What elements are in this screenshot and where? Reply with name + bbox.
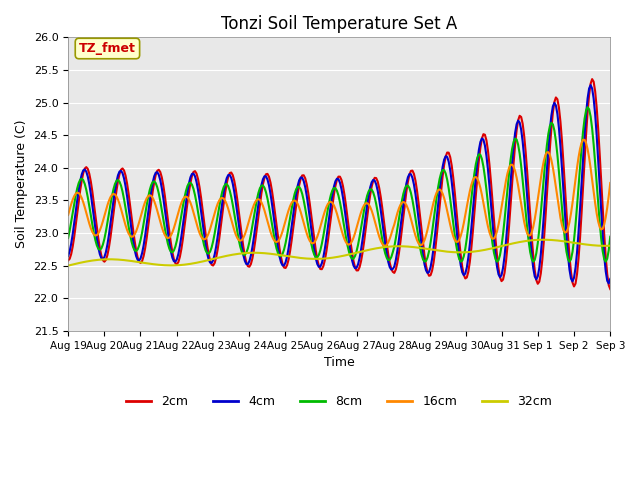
X-axis label: Time: Time: [324, 356, 355, 369]
4cm: [607, 276, 614, 282]
16cm: [226, 211, 234, 217]
8cm: [607, 234, 614, 240]
4cm: [587, 82, 595, 88]
Line: 4cm: 4cm: [68, 85, 611, 284]
16cm: [301, 226, 309, 231]
4cm: [253, 212, 260, 217]
32cm: [226, 252, 234, 258]
8cm: [226, 188, 234, 193]
8cm: [578, 145, 586, 151]
2cm: [226, 170, 234, 176]
2cm: [301, 175, 309, 181]
4cm: [226, 172, 234, 178]
8cm: [64, 235, 72, 241]
16cm: [244, 222, 252, 228]
Legend: 2cm, 4cm, 8cm, 16cm, 32cm: 2cm, 4cm, 8cm, 16cm, 32cm: [121, 390, 557, 413]
4cm: [301, 184, 309, 190]
4cm: [576, 206, 584, 212]
Line: 8cm: 8cm: [68, 107, 611, 262]
Line: 2cm: 2cm: [68, 79, 611, 289]
4cm: [131, 247, 138, 252]
2cm: [64, 257, 72, 263]
2cm: [244, 263, 252, 269]
8cm: [301, 205, 309, 211]
4cm: [244, 261, 252, 267]
16cm: [607, 180, 614, 186]
2cm: [588, 76, 596, 82]
8cm: [131, 247, 138, 253]
32cm: [244, 250, 252, 256]
2cm: [131, 238, 138, 243]
2cm: [253, 225, 260, 231]
Text: TZ_fmet: TZ_fmet: [79, 42, 136, 55]
32cm: [301, 255, 309, 261]
Y-axis label: Soil Temperature (C): Soil Temperature (C): [15, 120, 28, 248]
16cm: [64, 212, 72, 218]
Line: 32cm: 32cm: [68, 240, 611, 265]
8cm: [566, 259, 573, 264]
16cm: [578, 140, 586, 146]
16cm: [381, 243, 389, 249]
32cm: [253, 250, 260, 256]
8cm: [244, 246, 252, 252]
32cm: [131, 259, 138, 264]
32cm: [540, 237, 548, 242]
8cm: [253, 197, 260, 203]
32cm: [64, 263, 72, 268]
16cm: [131, 232, 138, 238]
Line: 16cm: 16cm: [68, 140, 611, 246]
32cm: [607, 243, 614, 249]
4cm: [605, 281, 612, 287]
Title: Tonzi Soil Temperature Set A: Tonzi Soil Temperature Set A: [221, 15, 458, 33]
8cm: [584, 104, 591, 110]
16cm: [253, 197, 260, 203]
2cm: [607, 286, 614, 292]
2cm: [576, 235, 584, 240]
4cm: [64, 253, 72, 259]
32cm: [578, 241, 586, 247]
16cm: [579, 137, 587, 143]
